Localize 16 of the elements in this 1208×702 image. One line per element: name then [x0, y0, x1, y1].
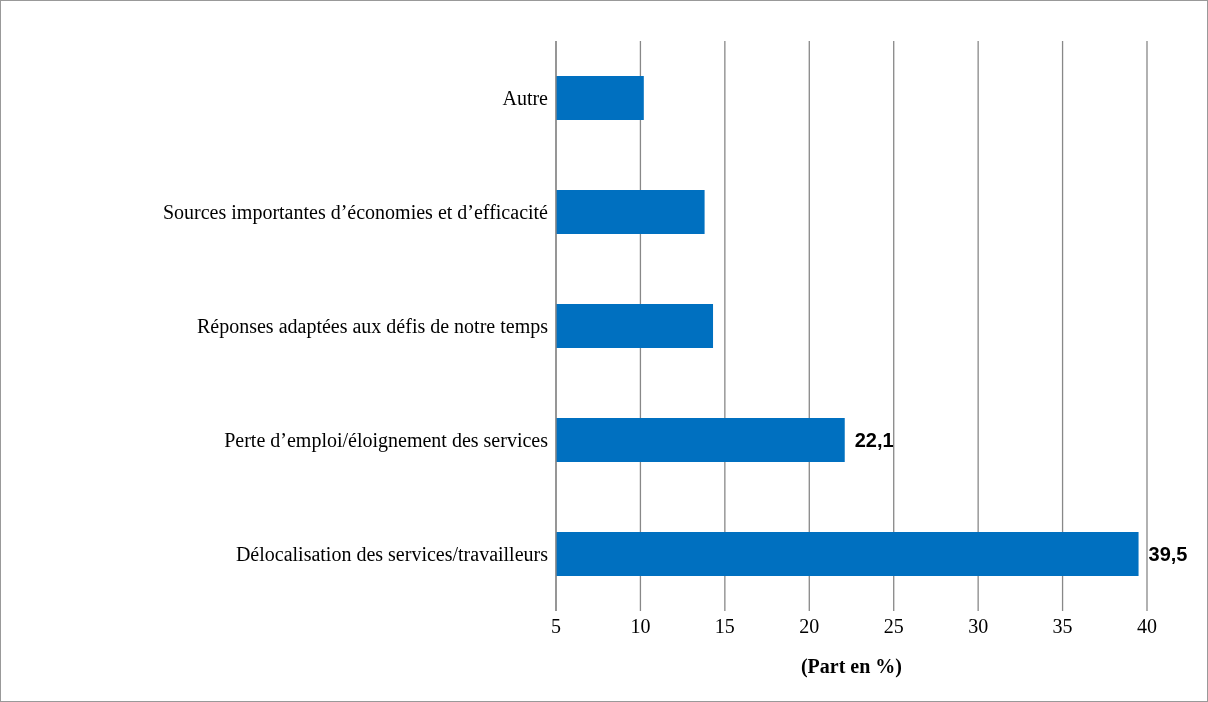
x-tick-label: 20 — [799, 615, 820, 638]
data-label: 39,5 — [1148, 543, 1188, 565]
x-tick-label: 15 — [714, 615, 735, 638]
y-tick-label: Sources importantes d’économies et d’efficacité — [162, 201, 549, 225]
x-tick-label: 30 — [968, 615, 989, 638]
x-axis-title: (Part en %) — [800, 655, 903, 678]
y-tick-label: Perte d’emploi/éloignement des services — [224, 429, 549, 453]
data-label: 22,1 — [854, 429, 894, 451]
x-tick-label: 35 — [1052, 615, 1073, 638]
x-tick-label: 10 — [630, 615, 651, 638]
x-tick-label: 25 — [883, 615, 904, 638]
y-tick-label: Autre — [502, 87, 549, 110]
x-tick-label: 5 — [551, 615, 561, 638]
x-tick-label: 40 — [1137, 615, 1157, 638]
y-tick-label: Réponses adaptées aux défis de notre temps — [196, 315, 549, 339]
y-tick-label: Délocalisation des services/travailleurs — [235, 543, 549, 566]
